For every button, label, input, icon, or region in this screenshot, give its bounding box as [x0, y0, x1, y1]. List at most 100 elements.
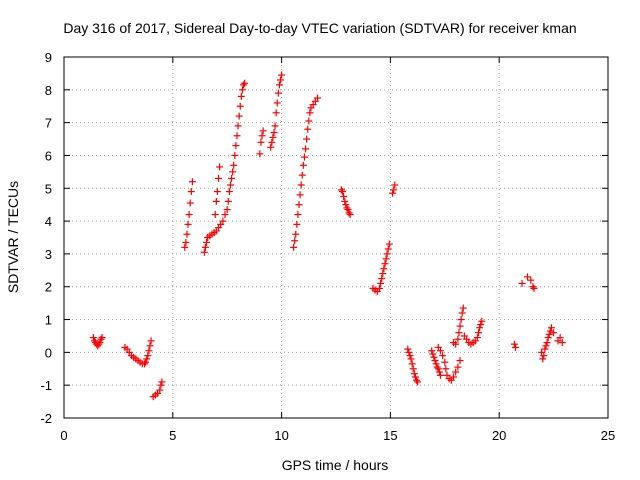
- data-point: [409, 365, 417, 373]
- data-point: [477, 320, 485, 328]
- y-tick-label: 9: [45, 50, 52, 65]
- data-point: [231, 151, 239, 159]
- data-point: [406, 352, 414, 360]
- data-point: [376, 284, 384, 292]
- data-point: [211, 211, 219, 219]
- data-point: [241, 79, 249, 87]
- y-tick-label: 2: [45, 280, 52, 295]
- data-point: [473, 334, 481, 342]
- data-point: [343, 204, 351, 212]
- y-tick-label: 7: [45, 116, 52, 131]
- data-point: [299, 161, 307, 169]
- data-point: [305, 117, 313, 125]
- data-point: [547, 324, 555, 332]
- data-point: [454, 363, 462, 371]
- data-point: [381, 260, 389, 268]
- data-point: [341, 197, 349, 205]
- data-point: [435, 368, 443, 376]
- data-point: [225, 188, 233, 196]
- y-tick-label: 4: [45, 214, 52, 229]
- data-point: [230, 161, 238, 169]
- data-point: [383, 250, 391, 258]
- data-point: [183, 230, 191, 238]
- y-tick-label: 5: [45, 181, 52, 196]
- data-point: [298, 171, 306, 179]
- data-point: [346, 211, 354, 219]
- data-point: [236, 102, 244, 110]
- data-point: [410, 370, 418, 378]
- data-point: [229, 168, 237, 176]
- data-point: [414, 378, 422, 386]
- data-point: [546, 327, 554, 335]
- data-point: [544, 334, 552, 342]
- data-point: [235, 112, 243, 120]
- data-point: [158, 378, 166, 386]
- data-point: [428, 347, 436, 355]
- data-point: [156, 386, 164, 394]
- data-point: [407, 355, 415, 363]
- data-point: [434, 365, 442, 373]
- data-point: [273, 99, 281, 107]
- data-point: [274, 89, 282, 97]
- data-point: [452, 340, 460, 348]
- data-point: [303, 135, 311, 143]
- data-point: [258, 132, 266, 140]
- data-point: [413, 376, 421, 384]
- data-point: [223, 206, 231, 214]
- data-point: [342, 201, 350, 209]
- data-point: [272, 109, 280, 117]
- data-point: [380, 265, 388, 273]
- x-tick-label: 15: [383, 428, 397, 443]
- data-point: [523, 273, 531, 281]
- data-point: [300, 153, 308, 161]
- data-point: [267, 143, 275, 151]
- data-point: [268, 138, 276, 146]
- data-point: [304, 125, 312, 133]
- data-point: [203, 238, 211, 246]
- y-tick-label: -2: [40, 411, 52, 426]
- data-point: [257, 138, 265, 146]
- data-point: [224, 197, 232, 205]
- data-point: [441, 358, 449, 366]
- data-point: [430, 353, 438, 361]
- data-point: [142, 358, 150, 366]
- data-point: [459, 304, 467, 312]
- data-point: [228, 174, 236, 182]
- data-point: [556, 334, 564, 342]
- data-point: [429, 350, 437, 358]
- data-point: [408, 360, 416, 368]
- y-tick-label: 0: [45, 345, 52, 360]
- data-point: [432, 360, 440, 368]
- grid-layer: [64, 57, 608, 418]
- data-point: [141, 360, 149, 368]
- data-point: [292, 230, 300, 238]
- data-point: [442, 365, 450, 373]
- data-point: [457, 316, 465, 324]
- plot-frame: [63, 56, 609, 419]
- y-axis-label: SDTVAR / TECUs: [5, 181, 21, 293]
- data-point: [185, 211, 193, 219]
- data-point: [145, 347, 153, 355]
- data-point: [382, 255, 390, 263]
- data-point: [433, 363, 441, 371]
- data-point: [237, 92, 245, 100]
- data-point: [450, 373, 458, 381]
- data-point: [530, 284, 538, 292]
- data-point: [146, 342, 154, 350]
- data-point: [379, 270, 387, 278]
- data-point: [181, 243, 189, 251]
- data-point: [278, 71, 286, 79]
- data-point: [226, 181, 234, 189]
- data-point: [529, 283, 537, 291]
- data-point: [510, 340, 518, 348]
- data-point: [390, 186, 398, 194]
- data-point: [293, 220, 301, 228]
- data-point: [389, 189, 397, 197]
- data-point: [219, 217, 227, 225]
- data-point: [296, 191, 304, 199]
- data-point: [187, 188, 195, 196]
- data-point: [96, 339, 104, 347]
- data-point: [378, 275, 386, 283]
- data-point: [344, 206, 352, 214]
- data-point: [297, 181, 305, 189]
